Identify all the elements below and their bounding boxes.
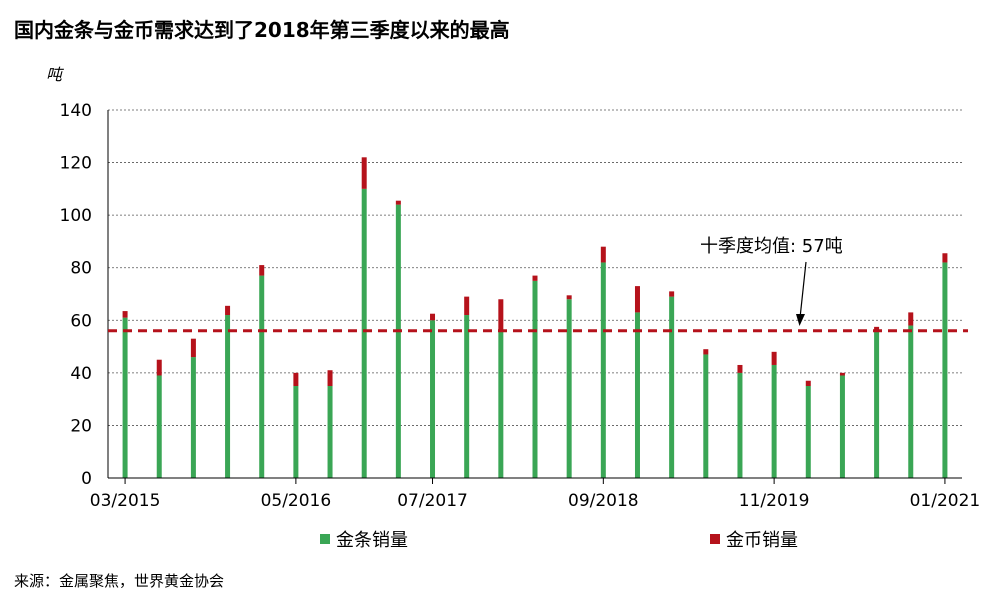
y-tick-label: 40 [70, 364, 92, 384]
bar-gold-coin-sales [327, 370, 333, 386]
bar-gold-bar-sales [703, 354, 709, 478]
y-tick-label: 20 [70, 416, 92, 436]
bar-gold-coin-sales [395, 200, 401, 205]
bar-gold-coin-sales [566, 295, 572, 300]
bar-gold-bar-sales [942, 262, 948, 478]
x-tick-label: 11/2019 [739, 491, 810, 511]
bar-gold-coin-sales [156, 359, 162, 376]
bar-gold-coin-sales [942, 253, 948, 263]
x-tick-label: 05/2016 [261, 491, 332, 511]
y-axis-label: 吨 [46, 65, 65, 84]
y-tick-label: 80 [70, 259, 92, 279]
bar-gold-coin-sales [908, 312, 914, 326]
bar-gold-coin-sales [259, 265, 265, 276]
y-axis: 0 20 40 60 80 100 120 140 吨 [46, 65, 109, 489]
bar-gold-coin-sales [669, 291, 675, 297]
bar-gold-coin-sales [122, 311, 128, 318]
x-tick-label: 01/2021 [910, 491, 981, 511]
bar-gold-coin-sales [430, 313, 436, 321]
legend: 金条销量 金币销量 [320, 530, 798, 551]
reference-line-label: 十季度均值: 57吨 [700, 236, 843, 257]
y-tick-label: 0 [81, 469, 92, 489]
bar-gold-bar-sales [908, 325, 914, 478]
bar-gold-coin-sales [703, 349, 709, 355]
bar-gold-bar-sales [225, 315, 231, 478]
bar-gold-bar-sales [259, 275, 265, 478]
bar-gold-coin-sales [839, 372, 845, 376]
bar-gold-bar-sales [839, 375, 845, 478]
annotation-arrow-head [796, 314, 805, 326]
bar-gold-bar-sales [669, 296, 675, 478]
bar-gold-coin-sales [464, 296, 470, 316]
x-tick-label: 03/2015 [90, 491, 161, 511]
chart-title: 国内金条与金币需求达到了2018年第三季度以来的最高 [14, 18, 510, 42]
bar-gold-bar-sales [874, 330, 880, 478]
y-tick-label: 120 [60, 154, 92, 174]
bar-gold-bar-sales [156, 375, 162, 478]
bar-gold-bar-sales [498, 330, 504, 478]
bar-gold-bar-sales [566, 299, 572, 478]
bar-gold-coin-sales [874, 326, 880, 331]
bar-gold-bar-sales [327, 386, 333, 478]
bar-gold-bar-sales [532, 280, 538, 478]
legend-label: 金条销量 [336, 530, 408, 551]
bar-gold-bar-sales [805, 386, 811, 478]
bar-gold-coin-sales [600, 246, 606, 263]
bar-gold-bar-sales [361, 188, 367, 478]
bar-gold-coin-sales [771, 351, 777, 365]
bar-gold-bar-sales [600, 262, 606, 478]
bar-gold-coin-sales [361, 157, 367, 189]
bar-gold-coin-sales [498, 299, 504, 331]
bar-gold-coin-sales [805, 380, 811, 386]
annotation-arrow-shaft [799, 261, 807, 319]
bar-gold-coin-sales [293, 372, 299, 386]
bar-gold-bar-sales [122, 317, 128, 478]
y-tick-label: 60 [70, 311, 92, 331]
x-axis: 03/2015 05/2016 07/2017 09/2018 11/2019 01/20… [90, 477, 981, 511]
legend-label: 金币销量 [726, 530, 798, 551]
source-note: 来源：金属聚焦，世界黄金协会 [14, 572, 225, 590]
bar-gold-bar-sales [771, 364, 777, 478]
reference-line-group: 十季度均值: 57吨 [108, 236, 968, 333]
bar-gold-coin-sales [225, 305, 231, 316]
bar-gold-coin-sales [737, 364, 743, 373]
bars [122, 157, 948, 478]
bar-gold-bar-sales [430, 320, 436, 478]
bar-gold-bar-sales [737, 372, 743, 478]
bar-gold-coin-sales [190, 338, 196, 358]
bar-gold-bar-sales [634, 312, 640, 478]
bar-gold-bar-sales [464, 315, 470, 478]
bar-gold-coin-sales [532, 275, 538, 281]
x-tick-label: 07/2017 [397, 491, 468, 511]
y-tick-label: 100 [60, 206, 92, 226]
x-tick-label: 09/2018 [568, 491, 639, 511]
bar-gold-coin-sales [634, 286, 640, 313]
y-tick-label: 140 [60, 101, 92, 121]
bar-gold-bar-sales [395, 204, 401, 478]
legend-swatch [320, 534, 330, 544]
bar-gold-bar-sales [293, 386, 299, 478]
legend-swatch [710, 534, 720, 544]
bar-gold-bar-sales [190, 357, 196, 478]
